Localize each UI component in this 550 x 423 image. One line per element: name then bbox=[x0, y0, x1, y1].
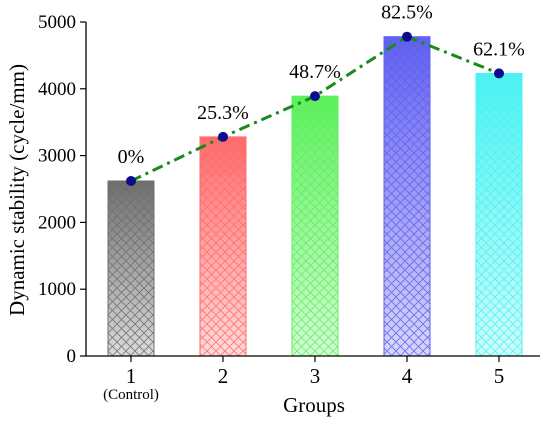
bar-hatch-3 bbox=[291, 95, 339, 357]
data-label-2: 25.3% bbox=[197, 102, 249, 124]
trend-point-2 bbox=[218, 131, 228, 142]
bar-hatch-5 bbox=[475, 72, 523, 357]
trend-point-3 bbox=[310, 91, 320, 102]
y-tick-label: 3000 bbox=[38, 146, 76, 167]
data-labels-layer: 0% 25.3% 48.7% 82.5% 62.1% bbox=[118, 2, 525, 168]
data-label-1: 0% bbox=[118, 146, 145, 168]
x-tick-label: 4 bbox=[402, 364, 413, 388]
bar-group-5 bbox=[475, 72, 523, 357]
trend-point-1 bbox=[126, 175, 136, 186]
y-tick-label: 0 bbox=[67, 346, 77, 367]
bar-hatch-4 bbox=[383, 36, 431, 357]
bar-group-2 bbox=[199, 136, 247, 357]
bar-hatch-1 bbox=[107, 180, 155, 357]
x-tick-label: 5 bbox=[494, 364, 505, 388]
bar-group-1 bbox=[107, 180, 155, 357]
y-tick-label: 5000 bbox=[38, 12, 76, 33]
y-axis-title: Dynamic stability (cycle/mm) bbox=[5, 64, 29, 316]
axes-layer bbox=[85, 22, 540, 357]
bar-hatch-2 bbox=[199, 136, 247, 357]
x-tick-label: 3 bbox=[310, 364, 321, 388]
x-tick-label: 1 bbox=[126, 364, 137, 388]
bar-group-4 bbox=[383, 36, 431, 357]
trend-point-5 bbox=[494, 68, 504, 79]
y-tick-label: 2000 bbox=[38, 212, 76, 233]
x-tick-sublabel: (Control) bbox=[103, 387, 159, 403]
bar-group-3 bbox=[291, 95, 339, 357]
x-tick-label: 2 bbox=[218, 364, 229, 388]
trend-line-layer bbox=[126, 31, 504, 186]
data-label-4: 82.5% bbox=[381, 2, 433, 24]
y-tick-label: 1000 bbox=[38, 279, 76, 300]
trend-point-4 bbox=[402, 31, 412, 42]
bars-layer bbox=[107, 36, 523, 357]
data-label-5: 62.1% bbox=[473, 38, 525, 60]
x-axis-title: Groups bbox=[283, 393, 345, 417]
data-label-3: 48.7% bbox=[289, 61, 341, 83]
ticks-layer: 0 1000 2000 3000 4000 5000 1(Control) 2 3 4 5 bbox=[38, 12, 504, 403]
y-tick-label: 4000 bbox=[38, 79, 76, 100]
